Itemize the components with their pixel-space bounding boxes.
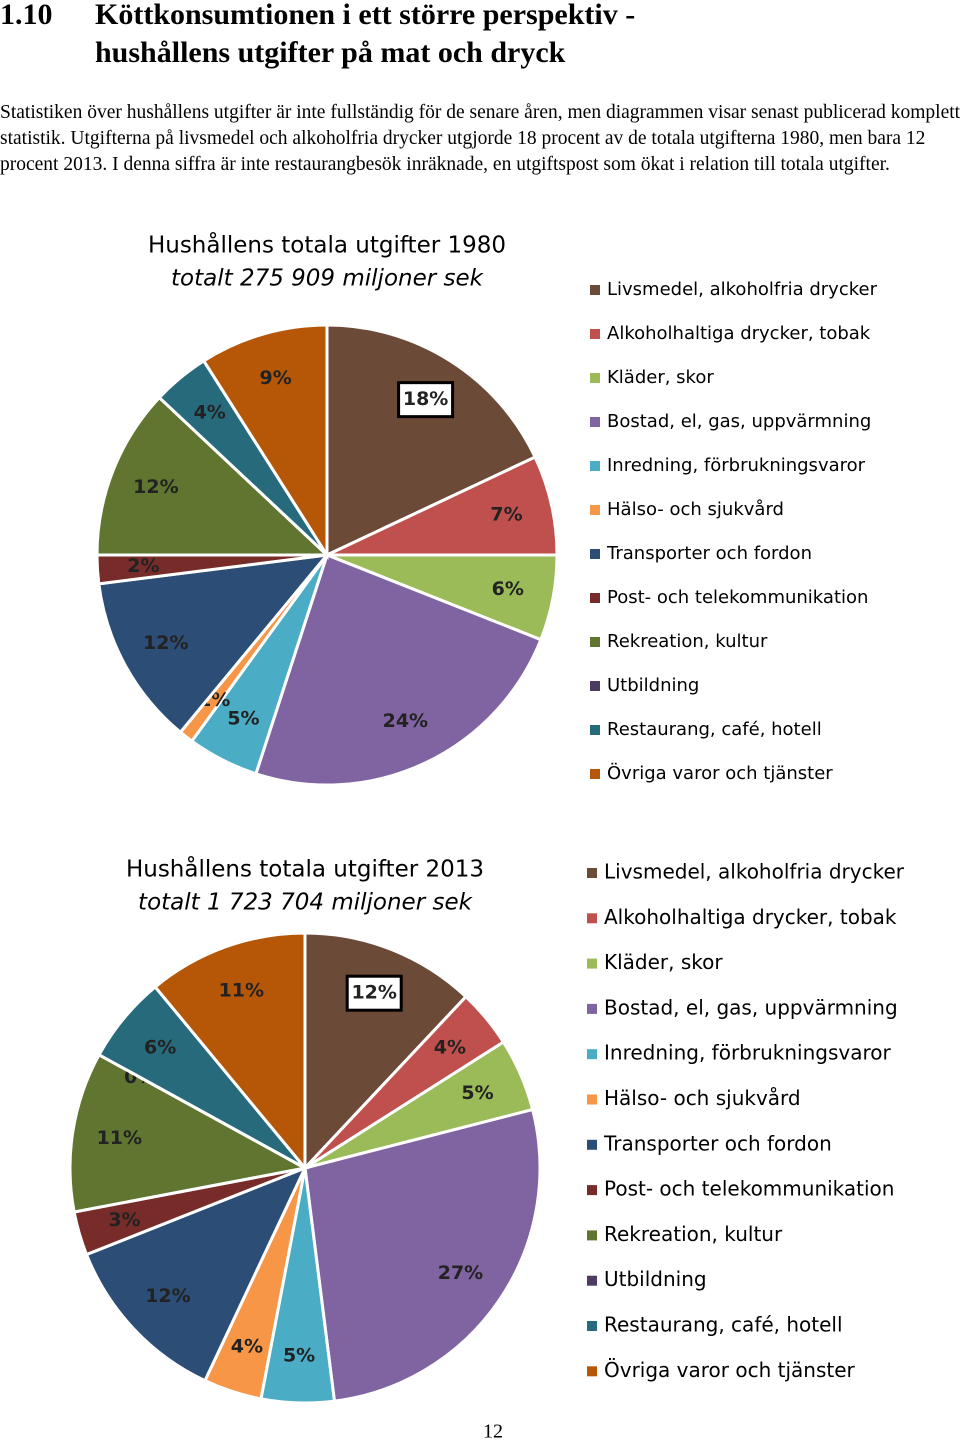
- chart-subtitle: totalt 1 723 704 miljoner sek: [138, 890, 474, 916]
- legend-label: Post- och telekommunikation: [604, 1177, 894, 1201]
- section-number: 1.10: [0, 0, 53, 31]
- data-label: 24%: [383, 710, 428, 732]
- data-label: 18%: [403, 388, 448, 410]
- data-label: 11%: [219, 980, 264, 1002]
- legend-label: Alkoholhaltiga drycker, tobak: [607, 323, 871, 344]
- legend-label: Livsmedel, alkoholfria drycker: [607, 279, 878, 300]
- legend-swatch: [587, 1366, 597, 1377]
- pie-slice: [325, 323, 538, 558]
- section-title: Köttkonsumtionen i ett större perspektiv…: [95, 0, 636, 31]
- legend-swatch: [587, 1139, 597, 1150]
- legend-label: Kläder, skor: [607, 367, 714, 388]
- legend-swatch: [590, 505, 600, 515]
- pie-slice: [326, 455, 559, 557]
- legend-label: Rekreation, kultur: [604, 1222, 783, 1246]
- pie-slice: [68, 1052, 310, 1214]
- data-label: 4%: [231, 1335, 263, 1357]
- pie-slice: [254, 553, 543, 787]
- legend-label: Restaurang, café, hotell: [607, 719, 822, 740]
- legend-label: Inredning, förbrukningsvaror: [607, 455, 866, 476]
- data-label: 3%: [108, 1209, 140, 1231]
- legend-swatch: [587, 958, 597, 969]
- data-label: 6%: [492, 578, 524, 600]
- legend-swatch: [587, 1275, 597, 1286]
- legend-swatch: [587, 1049, 597, 1060]
- legend-label: Utbildning: [604, 1267, 707, 1291]
- data-label: 5%: [461, 1082, 493, 1104]
- legend-swatch: [590, 549, 600, 559]
- legend-label: Livsmedel, alkoholfria drycker: [604, 860, 905, 884]
- data-label: 4%: [434, 1037, 466, 1059]
- legend-swatch: [590, 285, 600, 295]
- legend-swatch: [587, 868, 597, 878]
- legend-swatch: [590, 329, 600, 339]
- legend-swatch: [590, 725, 600, 735]
- data-label: 7%: [490, 503, 522, 525]
- legend-label: Utbildning: [607, 675, 699, 696]
- legend-label: Övriga varor och tjänster: [607, 762, 833, 784]
- pie-slice: [95, 395, 331, 557]
- legend-swatch: [587, 1185, 597, 1196]
- legend-label: Hälso- och sjukvård: [604, 1086, 801, 1110]
- legend-swatch: [590, 637, 600, 647]
- legend-label: Inredning, förbrukningsvaror: [604, 1041, 891, 1065]
- legend-label: Övriga varor och tjänster: [604, 1358, 856, 1382]
- data-label: 2%: [127, 555, 159, 577]
- page-number: 12: [483, 1421, 503, 1442]
- pie-slice: [303, 1107, 542, 1403]
- data-label: 5%: [227, 707, 259, 729]
- legend-swatch: [590, 681, 600, 691]
- legend-swatch: [590, 373, 600, 383]
- data-label: 5%: [283, 1344, 315, 1366]
- paragraph: Statistiken över hushållens utgifter är …: [0, 102, 960, 175]
- legend-label: Transporter och fordon: [603, 1131, 832, 1155]
- legend-swatch: [587, 1230, 597, 1241]
- pie-slice: [201, 323, 329, 561]
- legend-label: Bostad, el, gas, uppvärmning: [604, 995, 898, 1019]
- data-label: 12%: [145, 1285, 190, 1307]
- legend-swatch: [590, 461, 600, 471]
- pie-slice: [153, 931, 307, 1173]
- legend-label: Alkoholhaltiga drycker, tobak: [604, 905, 897, 929]
- legend-swatch: [587, 1321, 597, 1331]
- legend-label: Kläder, skor: [604, 950, 723, 974]
- legend-label: Rekreation, kultur: [607, 631, 768, 652]
- legend-swatch: [587, 1094, 597, 1105]
- legend-label: Restaurang, café, hotell: [604, 1313, 843, 1337]
- section-title: hushållens utgifter på mat och dryck: [95, 36, 566, 69]
- legend-label: Post- och telekommunikation: [607, 587, 868, 608]
- data-label: 12%: [143, 632, 188, 654]
- pie-slice: [84, 1165, 308, 1383]
- legend-swatch: [590, 417, 600, 427]
- pie-slice: [303, 931, 468, 1172]
- legend-label: Transporter och fordon: [606, 543, 812, 564]
- legend-swatch: [590, 593, 600, 603]
- data-label: 12%: [133, 476, 178, 498]
- data-label: 4%: [194, 402, 226, 424]
- legend-label: Bostad, el, gas, uppvärmning: [607, 411, 871, 432]
- data-label: 11%: [97, 1127, 142, 1149]
- data-label: 6%: [144, 1037, 176, 1059]
- label-box: [345, 974, 403, 1012]
- legend-swatch: [590, 769, 600, 779]
- chart-title: Hushållens totala utgifter 1980: [148, 231, 506, 259]
- legend-swatch: [587, 1003, 597, 1014]
- label-box: [397, 381, 455, 419]
- chart-title: Hushållens totala utgifter 2013: [126, 855, 484, 883]
- legend-swatch: [587, 913, 597, 924]
- data-label: 9%: [260, 367, 292, 389]
- pie-slice: [97, 553, 331, 735]
- chart-subtitle: totalt 275 909 miljoner sek: [171, 266, 485, 292]
- data-label: 27%: [438, 1262, 483, 1284]
- legend-label: Hälso- och sjukvård: [607, 499, 784, 520]
- data-label: 12%: [351, 982, 396, 1004]
